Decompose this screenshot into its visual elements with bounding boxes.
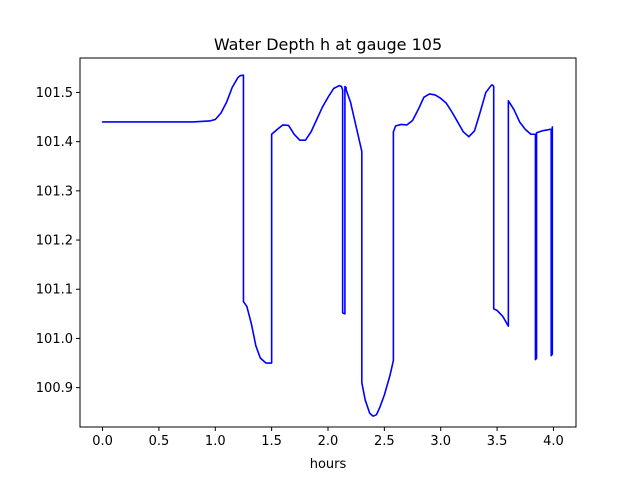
y-tick-label: 101.1: [36, 283, 73, 298]
x-tick-label: 3.5: [487, 434, 508, 449]
y-tick-label: 101.3: [36, 184, 73, 199]
y-tick-label: 101.0: [36, 332, 73, 347]
chart-title: Water Depth h at gauge 105: [214, 35, 442, 54]
x-tick-label: 4.0: [543, 434, 564, 449]
y-tick-label: 101.5: [36, 86, 73, 101]
series-line-0: [101, 74, 554, 417]
y-tick-label: 100.9: [36, 381, 73, 396]
y-axis: 100.9 101.0 101.1 101.2 101.3 101.4 101.5: [36, 86, 80, 396]
x-axis: 0.0 0.5 1.0 1.5 2.0 2.5 3.0 3.5 4.0: [92, 427, 564, 449]
x-tick-label: 1.0: [205, 434, 226, 449]
y-tick-label: 101.4: [36, 135, 73, 150]
x-tick-label: 2.5: [374, 434, 395, 449]
x-tick-label: 1.5: [261, 434, 282, 449]
x-tick-label: 3.0: [430, 434, 451, 449]
x-tick-label: 0.0: [92, 434, 113, 449]
y-tick-label: 101.2: [36, 234, 73, 249]
x-tick-label: 0.5: [149, 434, 170, 449]
x-tick-label: 2.0: [318, 434, 339, 449]
x-axis-label: hours: [310, 457, 347, 472]
